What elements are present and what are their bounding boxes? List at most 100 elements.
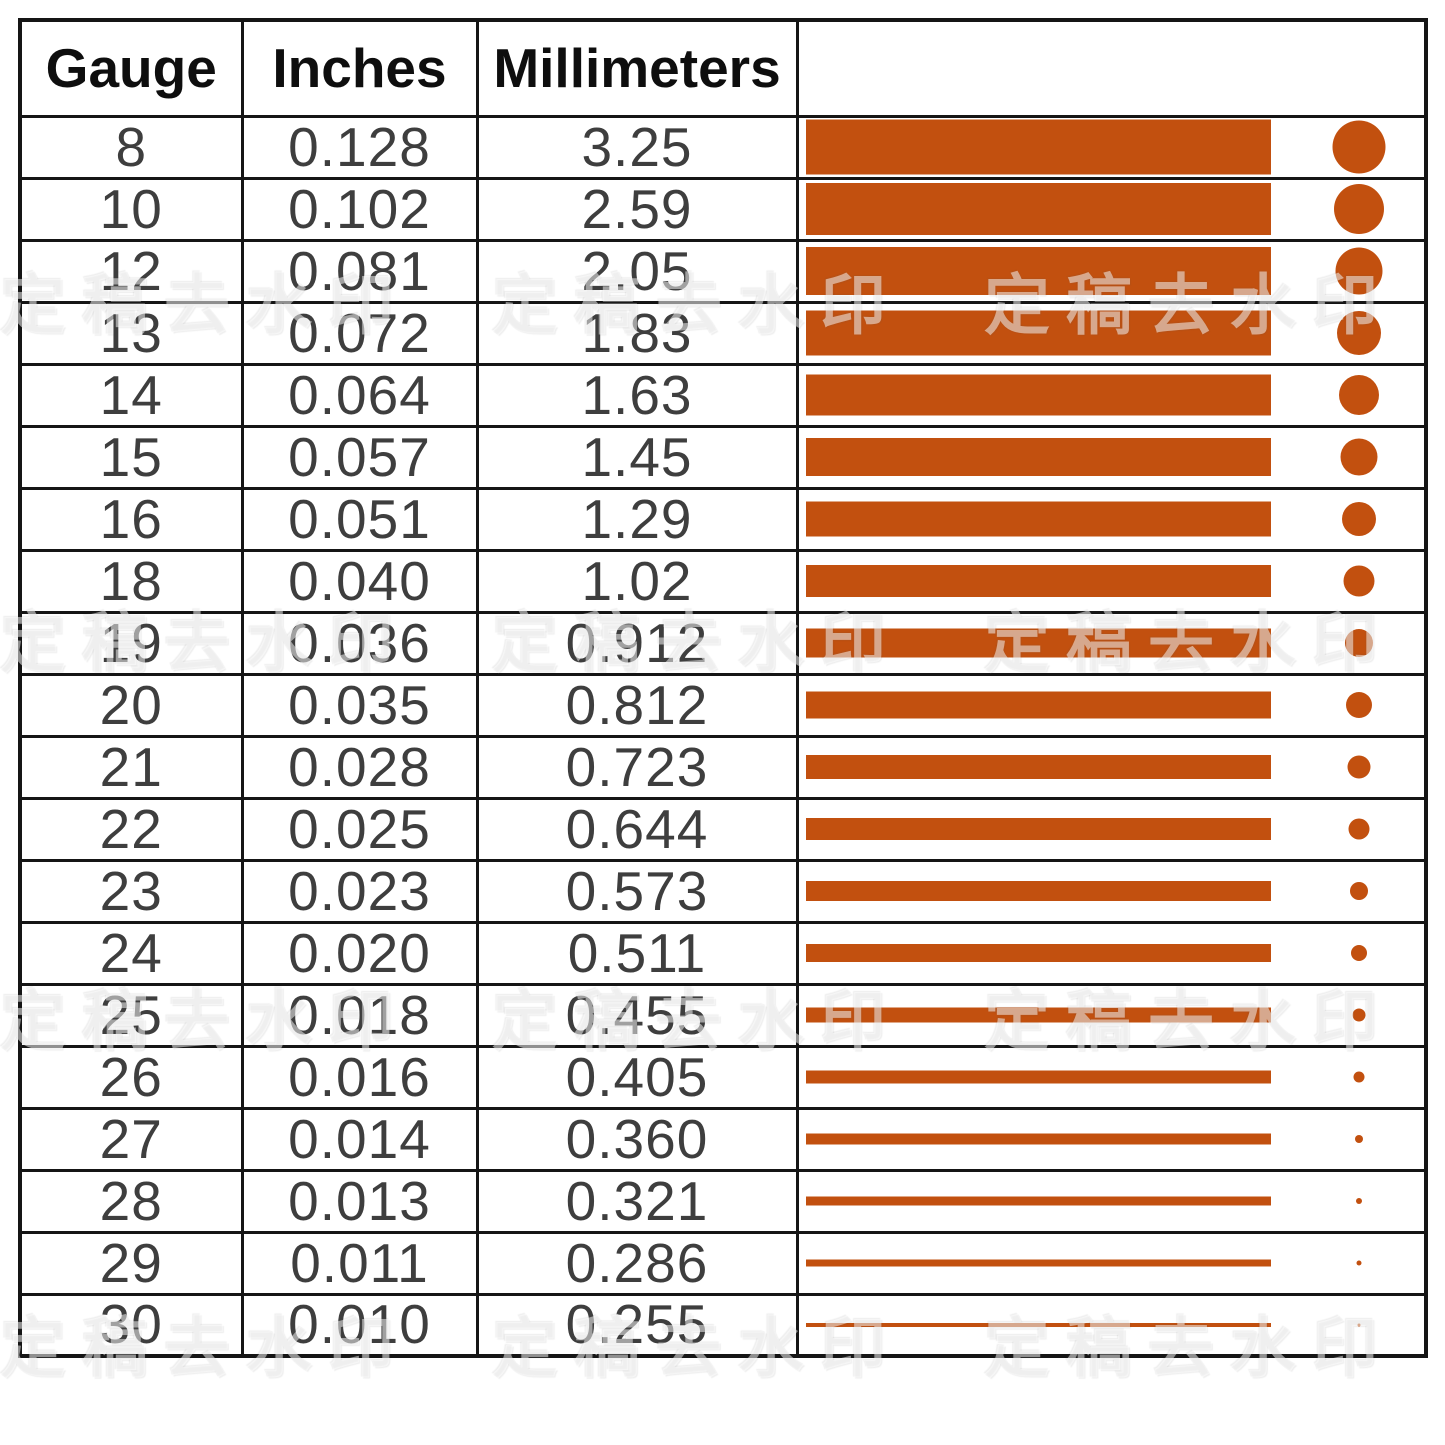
- wire-diameter-dot: [1333, 184, 1384, 234]
- wire-diameter-dot: [1353, 1071, 1364, 1083]
- millimeters-cell: 1.83: [475, 300, 799, 366]
- inches-cell: 0.016: [240, 1044, 479, 1110]
- wire-diameter-dot: [1341, 502, 1376, 536]
- wire-visual-cell: [795, 238, 1428, 304]
- wire-diameter-dot: [1356, 1260, 1361, 1266]
- gauge-cell: 15: [18, 424, 244, 490]
- millimeters-cell: 2.05: [475, 238, 799, 304]
- table-row: 28 0.013 0.321: [18, 1168, 1428, 1234]
- inches-cell: 0.028: [240, 734, 479, 800]
- inches-cell: 0.035: [240, 672, 479, 738]
- millimeters-cell: 0.255: [475, 1292, 799, 1358]
- millimeters-cell: 0.723: [475, 734, 799, 800]
- gauge-cell: 20: [18, 672, 244, 738]
- inches-cell: 0.064: [240, 362, 479, 428]
- table-row: 8 0.128 3.25: [18, 114, 1428, 180]
- wire-thickness-bar: [805, 310, 1271, 356]
- millimeters-cell: 0.405: [475, 1044, 799, 1110]
- wire-thickness-bar: [805, 1070, 1271, 1084]
- wire-diameter-dot: [1343, 565, 1374, 597]
- inches-cell: 0.051: [240, 486, 479, 552]
- inches-cell: 0.014: [240, 1106, 479, 1172]
- header-inches: Inches: [240, 18, 479, 118]
- wire-thickness-bar: [805, 628, 1271, 658]
- table-row: 12 0.081 2.05: [18, 238, 1428, 304]
- gauge-cell: 29: [18, 1230, 244, 1296]
- inches-cell: 0.013: [240, 1168, 479, 1234]
- inches-cell: 0.010: [240, 1292, 479, 1358]
- wire-diameter-dot: [1336, 311, 1381, 355]
- table-row: 30 0.010 0.255: [18, 1292, 1428, 1358]
- gauge-cell: 25: [18, 982, 244, 1048]
- wire-diameter-dot: [1352, 1008, 1365, 1022]
- wire-visual-cell: [795, 424, 1428, 490]
- header-millimeters: Millimeters: [475, 18, 799, 118]
- millimeters-cell: 0.812: [475, 672, 799, 738]
- gauge-cell: 8: [18, 114, 244, 180]
- inches-cell: 0.040: [240, 548, 479, 614]
- inches-cell: 0.020: [240, 920, 479, 986]
- inches-cell: 0.057: [240, 424, 479, 490]
- inches-cell: 0.081: [240, 238, 479, 304]
- wire-thickness-bar: [805, 818, 1271, 840]
- wire-diameter-dot: [1338, 375, 1379, 415]
- wire-visual-cell: [795, 1292, 1428, 1358]
- millimeters-cell: 1.29: [475, 486, 799, 552]
- wire-diameter-dot: [1335, 247, 1382, 295]
- wire-thickness-bar: [805, 247, 1271, 295]
- wire-diameter-dot: [1348, 818, 1369, 840]
- gauge-cell: 30: [18, 1292, 244, 1358]
- wire-diameter-dot: [1354, 1135, 1363, 1143]
- wire-visual-cell: [795, 1168, 1428, 1234]
- wire-visual-cell: [795, 486, 1428, 552]
- table-row: 20 0.035 0.812: [18, 672, 1428, 738]
- wire-visual-cell: [795, 362, 1428, 428]
- table-row: 27 0.014 0.360: [18, 1106, 1428, 1172]
- table-row: 25 0.018 0.455: [18, 982, 1428, 1048]
- gauge-cell: 27: [18, 1106, 244, 1172]
- millimeters-cell: 1.02: [475, 548, 799, 614]
- header-gauge: Gauge: [18, 18, 244, 118]
- wire-diameter-dot: [1340, 438, 1377, 476]
- table-row: 22 0.025 0.644: [18, 796, 1428, 862]
- table-body: 8 0.128 3.25 10 0.102 2.59 12 0.081 2.05 13 0.072 1…: [18, 114, 1428, 1358]
- wire-visual-cell: [795, 734, 1428, 800]
- wire-thickness-bar: [805, 691, 1271, 719]
- wire-thickness-bar: [805, 565, 1271, 597]
- millimeters-cell: 1.45: [475, 424, 799, 490]
- wire-visual-cell: [795, 1106, 1428, 1172]
- wire-thickness-bar: [805, 755, 1271, 779]
- wire-visual-cell: [795, 858, 1428, 924]
- millimeters-cell: 0.912: [475, 610, 799, 676]
- inches-cell: 0.023: [240, 858, 479, 924]
- header-row: Gauge Inches Millimeters: [18, 18, 1428, 118]
- inches-cell: 0.036: [240, 610, 479, 676]
- wire-thickness-bar: [805, 119, 1271, 175]
- gauge-cell: 16: [18, 486, 244, 552]
- wire-thickness-bar: [805, 1196, 1271, 1206]
- table-row: 14 0.064 1.63: [18, 362, 1428, 428]
- wire-visual-cell: [795, 672, 1428, 738]
- millimeters-cell: 0.455: [475, 982, 799, 1048]
- table-row: 13 0.072 1.83: [18, 300, 1428, 366]
- wire-diameter-dot: [1350, 945, 1367, 961]
- millimeters-cell: 0.321: [475, 1168, 799, 1234]
- millimeters-cell: 0.286: [475, 1230, 799, 1296]
- gauge-cell: 26: [18, 1044, 244, 1110]
- table-row: 10 0.102 2.59: [18, 176, 1428, 242]
- gauge-cell: 13: [18, 300, 244, 366]
- gauge-cell: 19: [18, 610, 244, 676]
- gauge-cell: 14: [18, 362, 244, 428]
- table-row: 29 0.011 0.286: [18, 1230, 1428, 1296]
- gauge-cell: 23: [18, 858, 244, 924]
- wire-visual-cell: [795, 796, 1428, 862]
- inches-cell: 0.102: [240, 176, 479, 242]
- wire-visual-cell: [795, 548, 1428, 614]
- table-row: 23 0.023 0.573: [18, 858, 1428, 924]
- wire-visual-cell: [795, 610, 1428, 676]
- table-row: 16 0.051 1.29: [18, 486, 1428, 552]
- wire-visual-cell: [795, 176, 1428, 242]
- millimeters-cell: 3.25: [475, 114, 799, 180]
- table-row: 15 0.057 1.45: [18, 424, 1428, 490]
